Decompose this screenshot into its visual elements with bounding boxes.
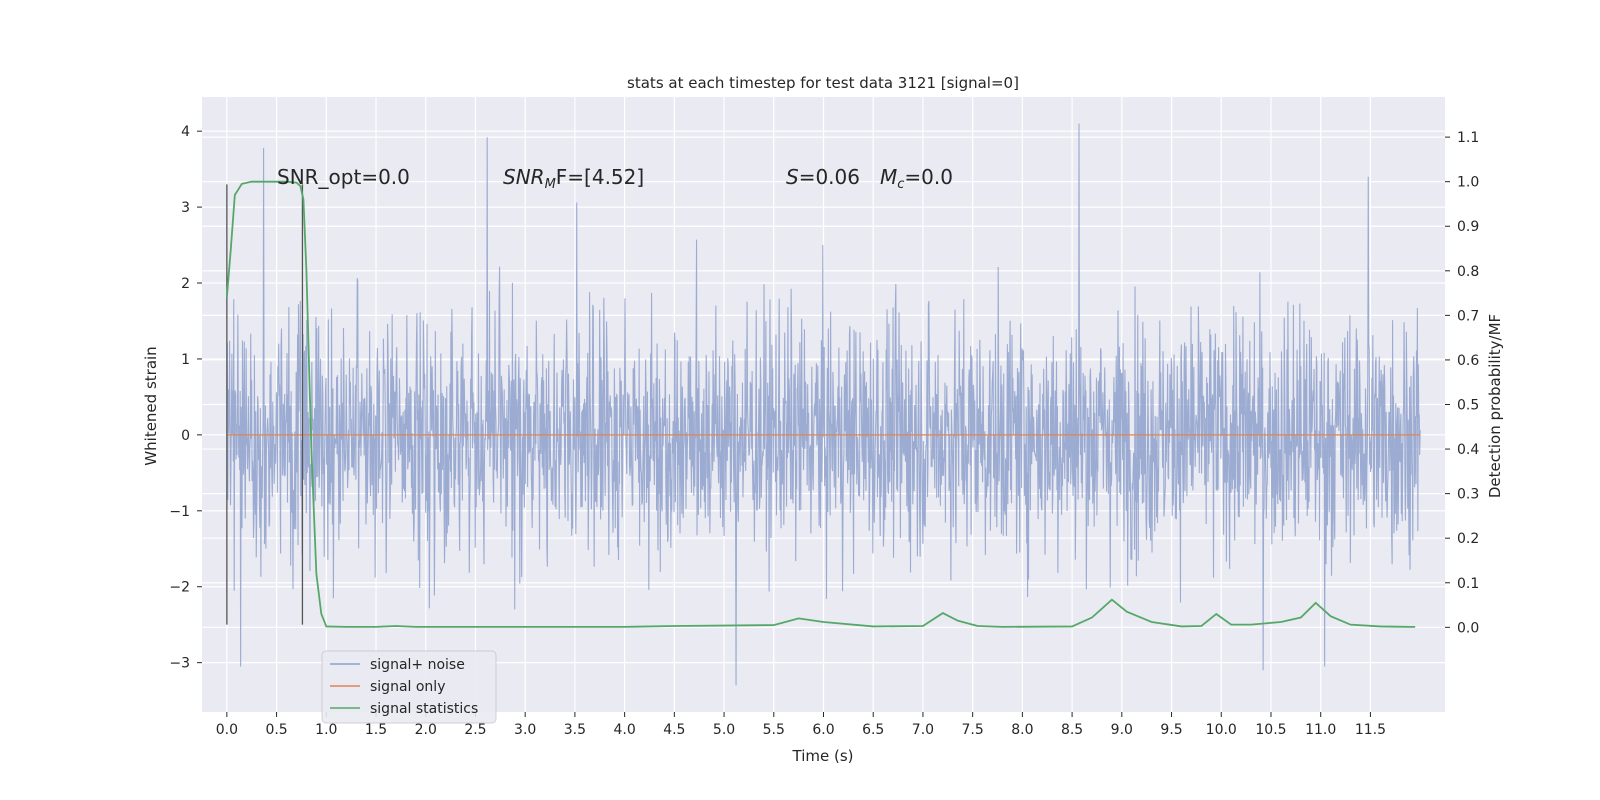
x-tick-label: 1.0 <box>315 722 337 738</box>
annotation-snr-opt: SNR_opt=0.0 <box>277 165 410 189</box>
y2-tick-label: 0.0 <box>1457 620 1479 636</box>
y2-tick-label: 0.9 <box>1457 219 1479 235</box>
legend-label-signal-statistics: signal statistics <box>370 701 478 717</box>
x-tick-label: 8.5 <box>1061 722 1083 738</box>
x-tick-label: 8.0 <box>1011 722 1033 738</box>
x-tick-label: 0.5 <box>265 722 287 738</box>
y-axis-ticks: −3 −2 −1 0 1 2 3 4 <box>169 124 202 672</box>
x-tick-label: 3.0 <box>514 722 536 738</box>
y2-tick-label: 0.8 <box>1457 264 1479 280</box>
x-tick-label: 10.5 <box>1255 722 1286 738</box>
x-tick-label: 4.5 <box>663 722 685 738</box>
y2-tick-label: 0.3 <box>1457 487 1479 503</box>
y-tick-label: 4 <box>181 124 190 140</box>
x-tick-label: 7.5 <box>962 722 984 738</box>
series-signal-noise <box>226 123 1421 686</box>
x-tick-label: 5.5 <box>763 722 785 738</box>
x-tick-label: 3.5 <box>564 722 586 738</box>
x-tick-label: 9.0 <box>1111 722 1133 738</box>
y2-tick-label: 0.5 <box>1457 398 1479 414</box>
y2-tick-label: 0.7 <box>1457 308 1479 324</box>
y-tick-label: 1 <box>181 352 190 368</box>
x-tick-label: 2.0 <box>415 722 437 738</box>
legend: signal+ noise signal only signal statist… <box>321 650 497 724</box>
y-tick-label: −1 <box>169 504 190 520</box>
y2-axis-ticks: 0.0 0.1 0.2 0.3 0.4 0.5 0.6 0.7 0.8 0.9 1.0 1.1 <box>1445 130 1479 636</box>
y-tick-label: 2 <box>181 276 190 292</box>
y2-tick-label: 1.0 <box>1457 175 1479 191</box>
vertical-markers <box>226 184 304 625</box>
x-tick-label: 11.0 <box>1305 722 1336 738</box>
legend-label-signal-noise: signal+ noise <box>370 657 465 673</box>
y2-tick-label: 0.1 <box>1457 576 1479 592</box>
x-tick-label: 10.0 <box>1206 722 1237 738</box>
annotation-s: S=0.06 <box>786 165 860 189</box>
x-tick-label: 7.0 <box>912 722 934 738</box>
y-tick-label: −2 <box>169 580 190 596</box>
y2-axis-label: Detection probability/MF <box>1486 314 1504 498</box>
x-tick-label: 4.0 <box>613 722 635 738</box>
signal-noise-line <box>226 123 1421 686</box>
x-tick-label: 6.5 <box>862 722 884 738</box>
y2-tick-label: 1.1 <box>1457 130 1479 146</box>
y-axis-label: Whitened strain <box>142 346 160 465</box>
y2-tick-label: 0.6 <box>1457 353 1479 369</box>
y2-tick-label: 0.2 <box>1457 531 1479 547</box>
y-tick-label: −3 <box>169 656 190 672</box>
annotation-mc: Mc=0.0 <box>880 165 953 192</box>
legend-box <box>321 650 497 724</box>
legend-label-signal-only: signal only <box>370 679 445 695</box>
y-tick-label: 3 <box>181 200 190 216</box>
x-axis-label: Time (s) <box>792 747 854 765</box>
series-signal-statistics <box>225 180 1416 628</box>
x-tick-label: 0.0 <box>216 722 238 738</box>
y-tick-label: 0 <box>181 428 190 444</box>
y2-tick-label: 0.4 <box>1457 442 1479 458</box>
chart-title: stats at each timestep for test data 312… <box>627 74 1019 92</box>
x-tick-label: 6.0 <box>812 722 834 738</box>
signal-statistics-line <box>225 180 1416 628</box>
x-tick-label: 1.5 <box>365 722 387 738</box>
annotation-snr-mf: SNRMF=[4.52] <box>503 165 644 192</box>
x-tick-label: 5.0 <box>713 722 735 738</box>
x-tick-label: 9.5 <box>1160 722 1182 738</box>
x-tick-label: 2.5 <box>464 722 486 738</box>
x-axis-ticks: 0.0 0.5 1.0 1.5 2.0 2.5 3.0 3.5 4.0 4.5 5.0 5.5 6.0 6… <box>216 712 1386 738</box>
x-tick-label: 11.5 <box>1355 722 1386 738</box>
